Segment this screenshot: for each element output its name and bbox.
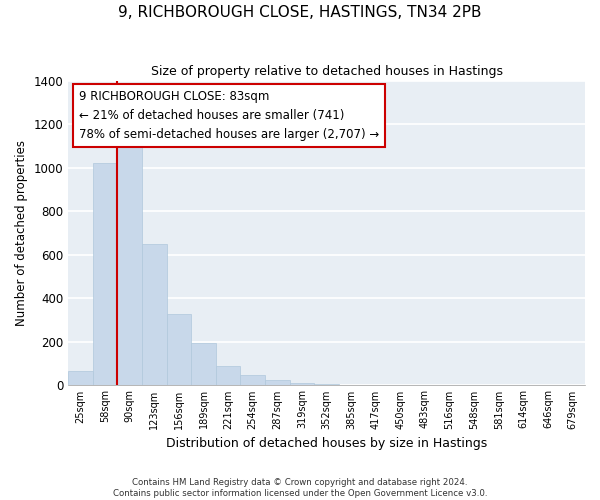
Title: Size of property relative to detached houses in Hastings: Size of property relative to detached ho… [151, 65, 503, 78]
Y-axis label: Number of detached properties: Number of detached properties [15, 140, 28, 326]
Bar [68, 371, 93, 385]
Bar [93, 163, 118, 385]
X-axis label: Distribution of detached houses by size in Hastings: Distribution of detached houses by size … [166, 437, 487, 450]
Text: 9, RICHBOROUGH CLOSE, HASTINGS, TN34 2PB: 9, RICHBOROUGH CLOSE, HASTINGS, TN34 2PB [118, 5, 482, 20]
Text: 9 RICHBOROUGH CLOSE: 83sqm
← 21% of detached houses are smaller (741)
78% of sem: 9 RICHBOROUGH CLOSE: 83sqm ← 21% of deta… [79, 90, 379, 140]
Bar [142, 244, 167, 385]
Text: Contains HM Land Registry data © Crown copyright and database right 2024.
Contai: Contains HM Land Registry data © Crown c… [113, 478, 487, 498]
Bar [265, 380, 290, 385]
Bar [191, 342, 216, 385]
Bar [314, 384, 339, 385]
Bar [290, 383, 314, 385]
Bar [167, 314, 191, 385]
Bar [241, 374, 265, 385]
Bar [118, 146, 142, 385]
Bar [216, 366, 241, 385]
